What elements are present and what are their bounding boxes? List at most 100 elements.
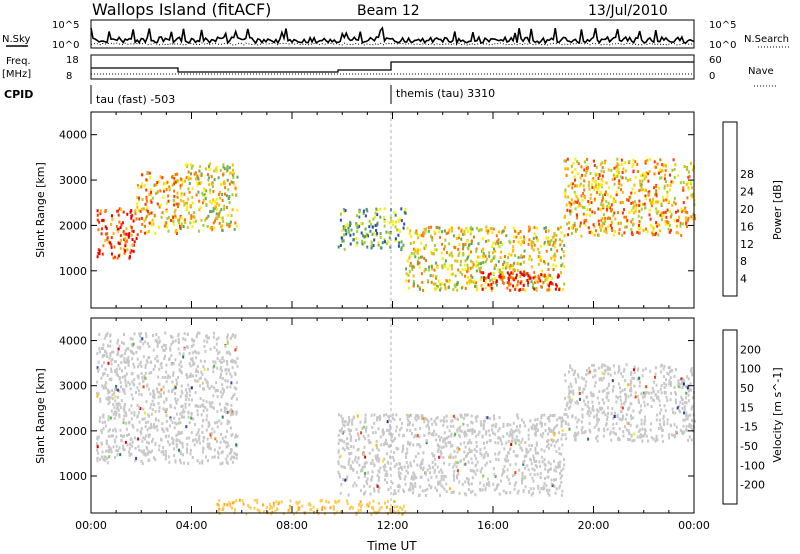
echo-cell: [372, 217, 375, 221]
echo-cell: [405, 279, 408, 283]
echo-cell: [500, 250, 503, 254]
echo-cell: [509, 282, 512, 286]
echo-cell: [132, 352, 135, 356]
echo-cell: [430, 432, 433, 436]
echo-cell: [221, 415, 224, 419]
echo-cell: [189, 357, 192, 361]
echo-cell: [468, 447, 471, 451]
echo-cell: [207, 178, 210, 182]
echo-cell: [130, 411, 133, 415]
echo-cell: [157, 375, 160, 379]
echo-cell: [657, 210, 660, 214]
echo-cell: [660, 427, 663, 431]
echo-cell: [211, 201, 213, 205]
echo-cell: [224, 379, 227, 383]
echo-cell: [424, 417, 427, 421]
echo-cell: [406, 226, 409, 230]
echo-cell: [492, 272, 495, 275]
echo-cell: [215, 342, 218, 346]
echo-cell: [444, 238, 447, 242]
echo-cell: [541, 269, 544, 273]
echo-cell: [193, 443, 196, 447]
echo-cell: [198, 377, 201, 381]
echo-cell: [424, 244, 427, 248]
echo-cell: [650, 396, 653, 400]
echo-cell: [147, 435, 150, 439]
echo-cell: [143, 417, 146, 421]
echo-cell: [156, 181, 159, 184]
echo-cell: [199, 359, 202, 363]
echo-cell: [225, 445, 228, 449]
echo-cell: [172, 362, 175, 366]
echo-cell: [110, 243, 113, 247]
echo-cell: [431, 422, 434, 426]
echo-cell: [493, 247, 495, 251]
echo-cell: [210, 226, 213, 229]
echo-cell: [591, 178, 594, 182]
echo-cell: [108, 428, 111, 432]
echo-cell: [450, 432, 453, 436]
echo-cell: [547, 468, 550, 472]
echo-cell: [451, 419, 454, 423]
power-ylabel: Slant Range [km]: [34, 162, 47, 258]
echo-cell: [124, 366, 127, 370]
echo-cell: [321, 508, 324, 511]
echo-cell: [134, 209, 137, 213]
echo-cell: [123, 414, 126, 418]
echo-cell: [208, 167, 211, 171]
echo-cell: [129, 337, 132, 340]
echo-cell: [177, 221, 180, 225]
echo-cell: [550, 443, 553, 447]
echo-cell: [185, 425, 188, 429]
echo-cell: [223, 439, 225, 443]
echo-cell: [459, 442, 462, 446]
echo-cell: [338, 499, 341, 503]
echo-cell: [146, 428, 149, 432]
echo-cell: [438, 226, 441, 230]
echo-cell: [631, 201, 634, 205]
echo-cell: [111, 214, 113, 218]
echo-cell: [551, 235, 554, 239]
echo-cell: [574, 207, 577, 211]
echo-cell: [423, 256, 426, 260]
echo-cell: [614, 411, 617, 415]
echo-cell: [343, 430, 346, 433]
echo-cell: [590, 201, 593, 205]
echo-cell: [458, 480, 461, 484]
echo-cell: [486, 440, 488, 444]
echo-cell: [450, 491, 453, 495]
echo-cell: [655, 189, 658, 193]
echo-cell: [589, 197, 592, 200]
echo-cell: [636, 395, 639, 398]
echo-cell: [591, 231, 594, 235]
echo-cell: [543, 413, 546, 417]
echo-cell: [184, 338, 187, 342]
echo-cell: [178, 458, 181, 462]
echo-cell: [676, 219, 678, 223]
echo-cell: [537, 451, 539, 455]
echo-cell: [180, 178, 183, 182]
echo-cell: [129, 442, 132, 446]
echo-cell: [183, 410, 186, 414]
echo-cell: [574, 437, 577, 441]
echo-cell: [607, 201, 610, 205]
freq-tick-bottom: 8: [66, 71, 72, 82]
echo-cell: [503, 465, 506, 468]
echo-cell: [649, 201, 652, 205]
echo-cell: [635, 203, 638, 207]
echo-cell: [638, 384, 641, 388]
echo-cell: [443, 431, 446, 435]
echo-cell: [685, 396, 687, 400]
echo-cell: [666, 399, 669, 402]
freq-tick-top: 18: [66, 55, 79, 66]
echo-cell: [361, 239, 363, 243]
echo-cell: [438, 455, 441, 459]
echo-cell: [668, 223, 671, 227]
echo-cell: [538, 251, 541, 255]
echo-cell: [157, 359, 160, 363]
echo-cell: [97, 369, 100, 373]
echo-cell: [354, 458, 356, 462]
echo-cell: [202, 439, 205, 443]
echo-cell: [188, 387, 191, 391]
echo-cell: [193, 362, 196, 366]
